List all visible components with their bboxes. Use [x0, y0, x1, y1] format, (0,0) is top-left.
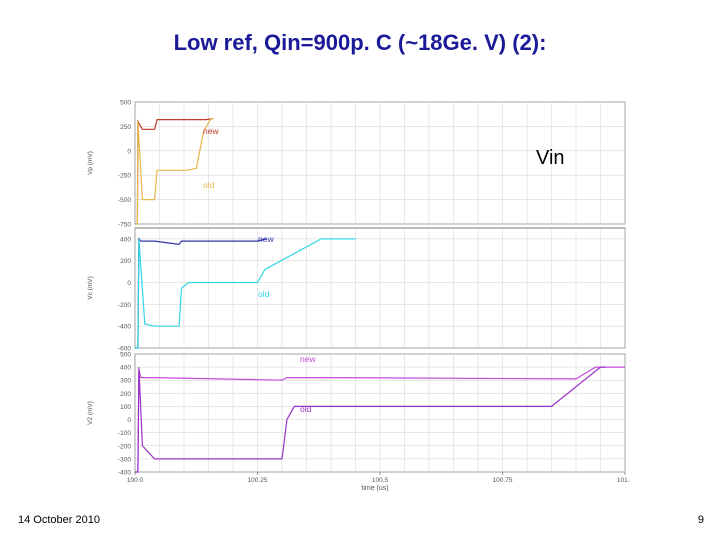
y-tick-label: -600: [118, 346, 131, 353]
y-tick-label: -500: [118, 197, 131, 204]
series-line-old-2: [135, 238, 356, 349]
y-tick-label: -200: [118, 443, 131, 450]
y-tick-label: 200: [120, 258, 131, 265]
y-tick-label: 0: [127, 417, 131, 424]
x-tick-label: 100.0: [127, 477, 144, 484]
y-tick-label: 300: [120, 378, 131, 385]
trace-label-new: new: [258, 234, 274, 244]
page-number: 9: [697, 514, 704, 526]
trace-label-old: old: [300, 404, 312, 414]
trace-label-old: old: [258, 289, 270, 299]
waveform-plot-svg: 500 250 0 -250 -500 -750 Vp (mV) 400 200 0 -200 -40…: [87, 100, 630, 493]
series-line-old-1: [135, 118, 214, 225]
trace-label-new: new: [203, 126, 219, 136]
vin-signal-label: Vin: [536, 147, 565, 169]
y-tick-label: -400: [118, 324, 131, 331]
y-tick-label: 0: [127, 280, 131, 287]
x-tick-label: 100.75: [493, 477, 513, 484]
y-tick-label: 0: [127, 148, 131, 155]
y-tick-label: -100: [118, 430, 131, 437]
y-tick-label: 500: [120, 100, 131, 107]
y-tick-label: -400: [118, 470, 131, 477]
y-tick-label: -250: [118, 173, 131, 180]
x-tick-label: 100.5: [372, 477, 389, 484]
y-axis-label: Vp (mV): [87, 151, 94, 175]
footer-date: 14 October 2010: [18, 514, 100, 526]
trace-label-old: old: [203, 180, 215, 190]
y-tick-label: -200: [118, 302, 131, 309]
y-axis-label: V2 (mV): [87, 401, 94, 425]
y-tick-label: 100: [120, 404, 131, 411]
trace-label-new: new: [300, 354, 316, 364]
x-tick-label: 101.0: [617, 477, 630, 484]
y-tick-label: 250: [120, 124, 131, 131]
y-tick-label: -750: [118, 222, 131, 229]
y-tick-label: -300: [118, 456, 131, 463]
series-line-old-3: [135, 366, 606, 473]
slide-title: Low ref, Qin=900p. C (~18Ge. V) (2):: [173, 30, 547, 55]
y-tick-label: 400: [120, 236, 131, 243]
simulation-plot: 500 250 0 -250 -500 -750 Vp (mV) 400 200 0 -200 -40…: [80, 96, 630, 496]
y-tick-label: 400: [120, 365, 131, 372]
x-axis-label: time (us): [361, 485, 388, 492]
x-tick-label: 100.25: [248, 477, 268, 484]
y-axis-label: Vc (mV): [87, 276, 94, 299]
y-tick-label: 200: [120, 391, 131, 398]
y-tick-label: 500: [120, 352, 131, 359]
